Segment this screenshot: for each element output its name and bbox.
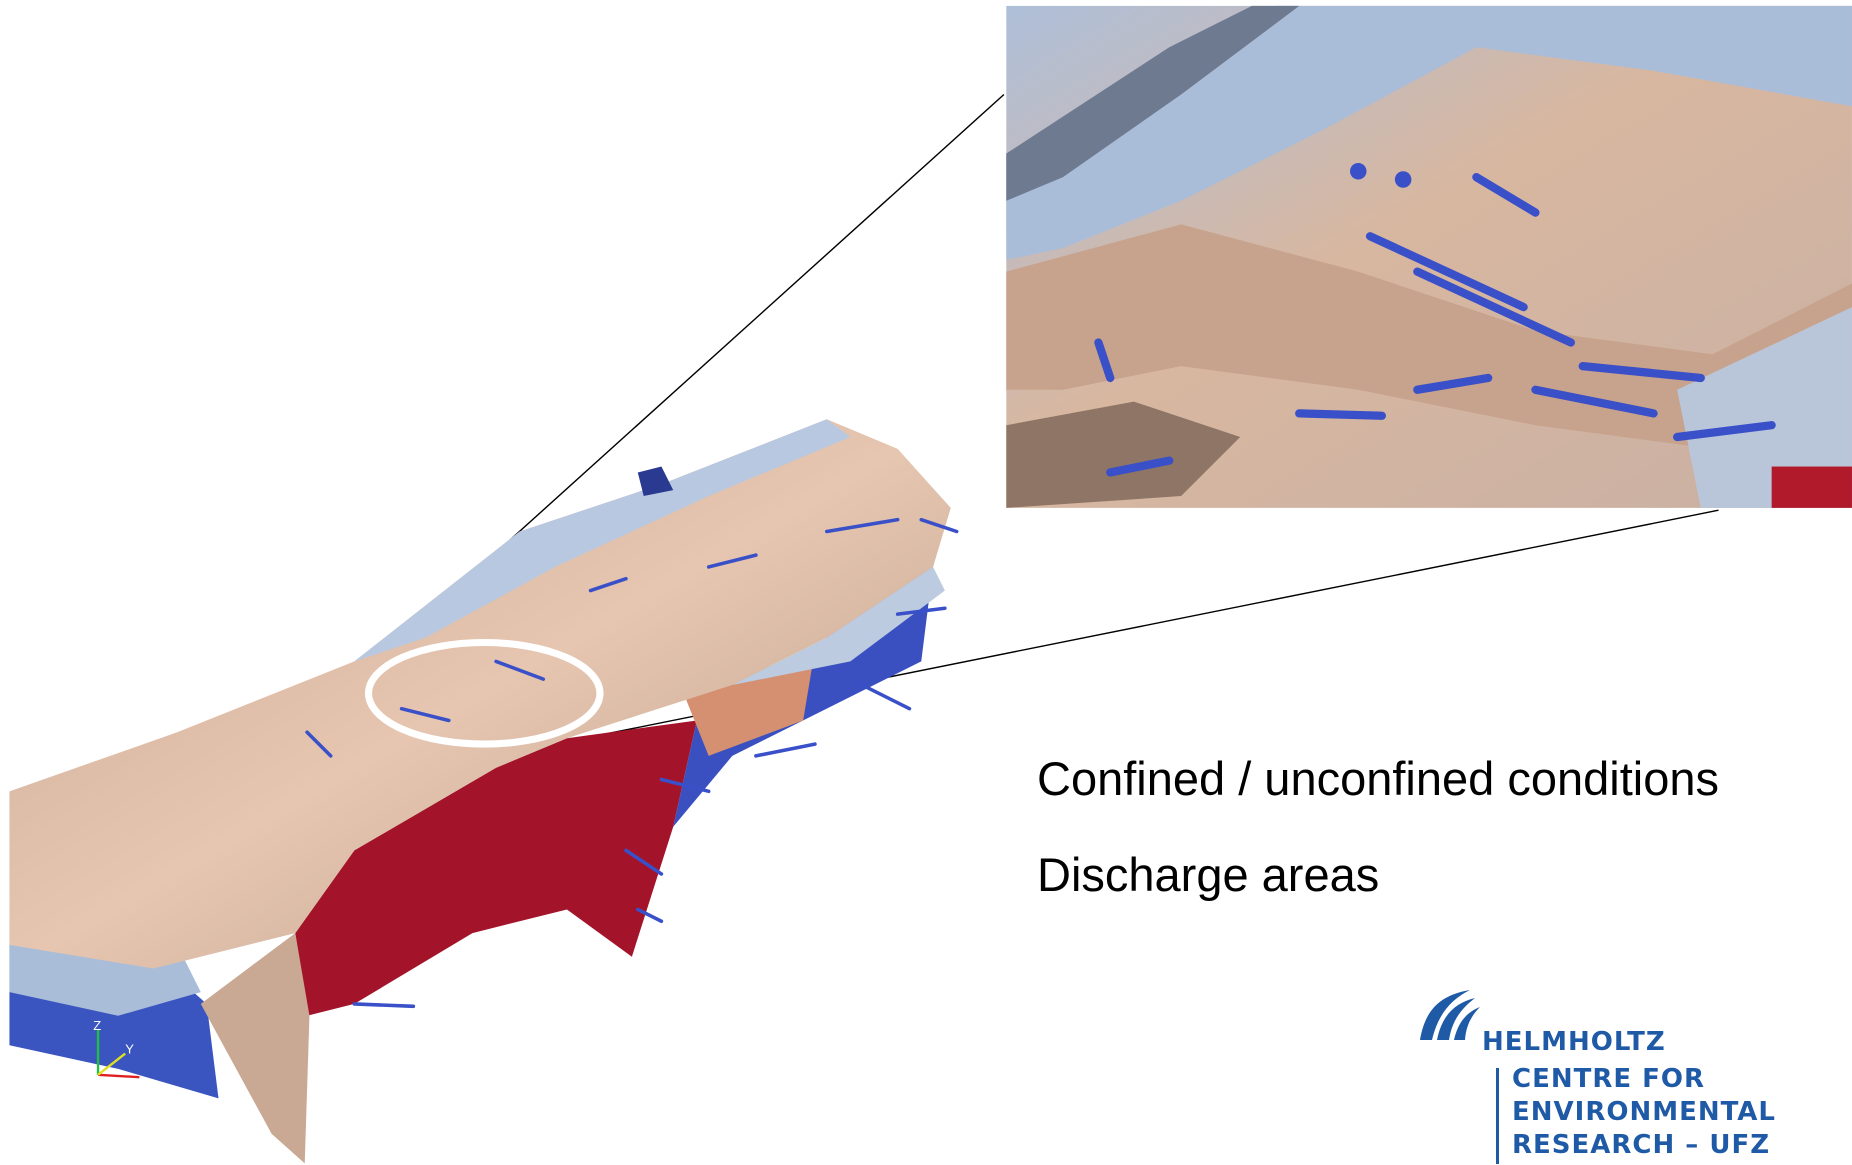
model-view: Z Y	[9, 6, 1852, 1163]
logo: HELMHOLTZ CENTRE FOR ENVIRONMENTAL RESEA…	[1420, 990, 1776, 1164]
axis-label: Z	[93, 1018, 101, 1033]
logo-name: HELMHOLTZ	[1482, 1027, 1666, 1057]
logo-line: CENTRE FOR	[1512, 1064, 1705, 1094]
terrain-model	[9, 419, 956, 1163]
slide: Z Y Confined / unconfined conditions Dis…	[0, 0, 1852, 1165]
bullet-text: Confined / unconfined conditions	[1037, 752, 1719, 805]
slide-canvas: Z Y Confined / unconfined conditions Dis…	[0, 0, 1852, 1165]
zoom-inset	[1006, 6, 1852, 508]
page: {"bullets": ["Confined / unconfined cond…	[0, 0, 1852, 1165]
bullet-text: Discharge areas	[1037, 848, 1379, 901]
logo-line: ENVIRONMENTAL	[1512, 1097, 1776, 1127]
axis-label: Y	[125, 1042, 134, 1057]
logo-line: RESEARCH – UFZ	[1512, 1130, 1770, 1160]
